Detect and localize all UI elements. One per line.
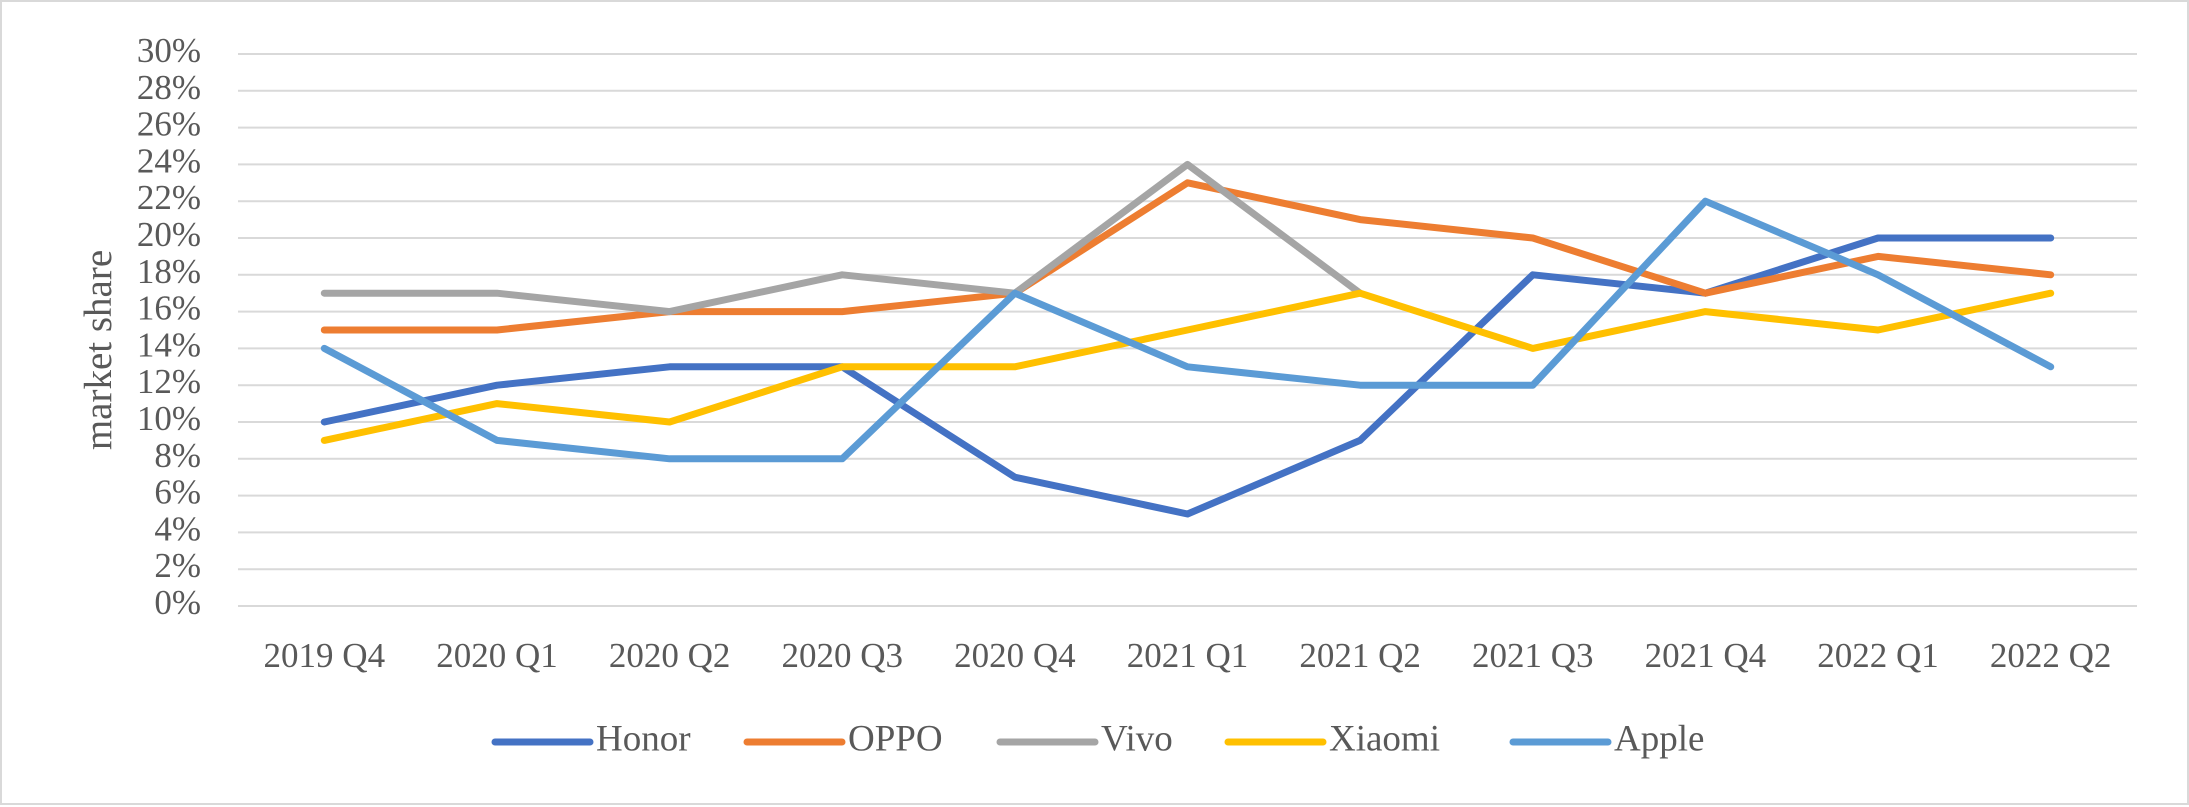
x-tick-label: 2022 Q2 <box>1990 636 2112 675</box>
x-tick-label: 2020 Q2 <box>609 636 731 675</box>
y-tick-label: 4% <box>154 509 201 548</box>
x-tick-label: 2020 Q1 <box>436 636 558 675</box>
legend-label-oppo: OPPO <box>848 718 943 759</box>
series-line-vivo <box>320 160 1364 316</box>
x-tick-label: 2021 Q4 <box>1645 636 1767 675</box>
series-line-apple <box>320 197 2055 463</box>
y-tick-label: 20% <box>137 215 201 254</box>
y-tick-label: 18% <box>137 252 201 291</box>
y-axis-ticks: 0%2%4%6%8%10%12%14%16%18%20%22%24%26%28%… <box>137 31 201 622</box>
x-tick-label: 2020 Q4 <box>954 636 1076 675</box>
x-tick-label: 2022 Q1 <box>1817 636 1939 675</box>
x-tick-label: 2021 Q3 <box>1472 636 1594 675</box>
x-tick-label: 2021 Q2 <box>1299 636 1421 675</box>
series-line-oppo <box>320 179 2055 334</box>
series-line-xiaomi <box>320 289 2055 444</box>
y-tick-label: 28% <box>137 68 201 107</box>
y-tick-label: 14% <box>137 325 201 364</box>
legend-label-honor: Honor <box>596 718 691 759</box>
y-axis-title: market share <box>77 250 120 450</box>
legend-label-xiaomi: Xiaomi <box>1329 718 1440 759</box>
y-tick-label: 0% <box>154 583 201 622</box>
x-axis-ticks: 2019 Q4 2020 Q1 2020 Q2 2020 Q3 2020 Q4 2021 … <box>264 636 2112 675</box>
y-tick-label: 16% <box>137 289 201 328</box>
y-tick-label: 30% <box>137 31 201 70</box>
y-tick-label: 6% <box>154 473 201 512</box>
y-tick-label: 2% <box>154 546 201 585</box>
y-tick-label: 10% <box>137 399 201 438</box>
y-tick-label: 22% <box>137 178 201 217</box>
x-tick-label: 2021 Q1 <box>1127 636 1249 675</box>
series-lines <box>320 160 2055 518</box>
y-tick-label: 26% <box>137 105 201 144</box>
y-tick-label: 24% <box>137 141 201 180</box>
legend-label-apple: Apple <box>1614 718 1704 759</box>
y-tick-label: 12% <box>137 362 201 401</box>
y-tick-label: 8% <box>154 436 201 475</box>
x-tick-label: 2020 Q3 <box>781 636 903 675</box>
legend: Honor OPPO Vivo Xiaomi Apple <box>491 718 1704 759</box>
series-line-honor <box>320 234 2055 518</box>
x-tick-label: 2019 Q4 <box>264 636 386 675</box>
legend-label-vivo: Vivo <box>1101 718 1173 759</box>
